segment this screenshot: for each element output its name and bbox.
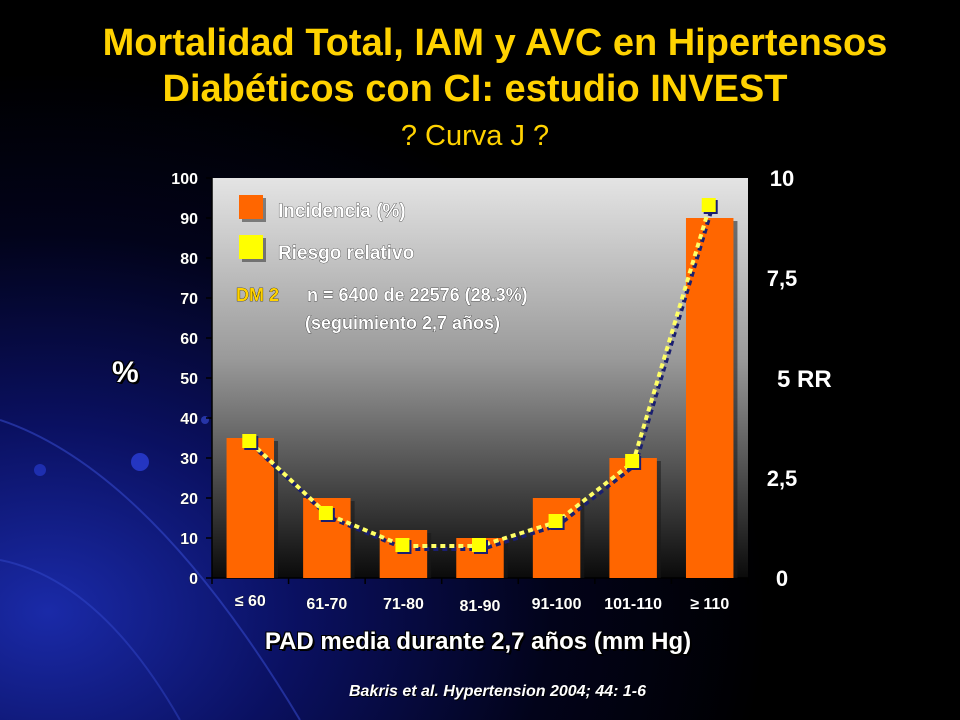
rr-marker: [242, 434, 257, 448]
legend-swatch-incidencia: [239, 195, 263, 219]
annotation-line-1: n = 6400 de 22576 (28.3%): [307, 285, 528, 305]
y2-tick-label: 7,5: [767, 266, 798, 291]
annotation-dm-tag: DM 2: [236, 285, 279, 305]
y2-tick-label: 2,5: [767, 466, 798, 491]
rr-marker: [472, 538, 486, 552]
x-tick-label: 81-90: [460, 598, 501, 615]
y-axis-label-left: %: [112, 356, 139, 389]
plot-area: [212, 178, 748, 578]
y-tick-label: 20: [180, 491, 198, 508]
bar: [532, 498, 581, 578]
y-axis-label-right: 5 RR: [777, 366, 832, 393]
x-tick-label: 91-100: [532, 596, 582, 613]
rr-markers: [242, 198, 718, 554]
y-tick-label: 90: [180, 211, 198, 228]
rr-marker: [318, 506, 333, 520]
y-tick-labels-left: 0 10 20 30 40 50 60 70 80 90 100: [171, 171, 198, 589]
y-tick-label: 0: [189, 571, 198, 588]
title-line-2: Diabéticos con CI: estudio INVEST: [162, 68, 788, 110]
legend-label-incidencia: Incidencia (%): [278, 201, 406, 222]
x-tick-label: 71-80: [383, 596, 424, 613]
rr-marker: [625, 454, 640, 468]
y-tick-label: 60: [180, 331, 198, 348]
rr-marker: [548, 514, 563, 528]
rr-marker: [701, 198, 716, 212]
subtitle: ? Curva J ?: [400, 120, 550, 152]
y-tick-label: 70: [180, 291, 198, 308]
rr-marker: [395, 538, 410, 552]
y-tick-label: 10: [180, 531, 198, 548]
x-axis: [211, 577, 749, 584]
x-tick-label: ≥ 110: [690, 596, 729, 613]
x-tick-label: 61-70: [306, 596, 347, 613]
title-line-1: Mortalidad Total, IAM y AVC en Hipertens…: [102, 22, 888, 64]
x-axis-label: PAD media durante 2,7 años (mm Hg): [264, 628, 692, 655]
legend: Incidencia (%) Riesgo relativo: [239, 195, 415, 264]
y-tick-label: 50: [180, 371, 198, 388]
y2-tick-label: 10: [770, 166, 794, 191]
y-axis-left: [206, 177, 213, 579]
annotation: DM 2 n = 6400 de 22576 (28.3%) (seguimie…: [236, 285, 528, 334]
source-citation: Bakris et al. Hypertension 2004; 44: 1-6: [348, 683, 647, 700]
legend-label-riesgo: Riesgo relativo: [278, 243, 414, 264]
y-tick-label: 80: [180, 251, 198, 268]
y-tick-labels-right: 0 2,5 7,5 10: [766, 166, 798, 592]
legend-swatch-riesgo: [239, 235, 263, 259]
y-tick-label: 30: [180, 451, 198, 468]
bar: [609, 458, 657, 578]
x-tick-labels: ≤ 60 61-70 71-80 81-90 91-100 101-110 ≥ 110: [234, 593, 729, 616]
annotation-line-2: (seguimiento 2,7 años): [305, 313, 500, 333]
y-tick-label: 100: [171, 171, 198, 188]
y-tick-label: 40: [180, 411, 198, 428]
y2-tick-label: 0: [776, 566, 788, 591]
bar: [226, 438, 275, 578]
bar: [685, 218, 734, 578]
x-tick-label: 101-110: [604, 596, 662, 613]
x-tick-label: ≤ 60: [235, 593, 266, 610]
